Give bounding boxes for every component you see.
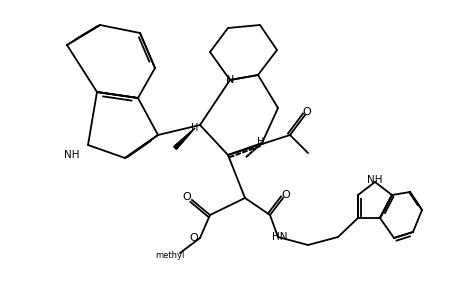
Text: NH: NH bbox=[64, 150, 79, 160]
Text: O: O bbox=[182, 192, 191, 202]
Text: N: N bbox=[225, 75, 234, 85]
Text: O: O bbox=[281, 190, 290, 200]
Text: H: H bbox=[191, 123, 198, 133]
Text: H: H bbox=[257, 137, 264, 147]
Polygon shape bbox=[173, 128, 195, 149]
Text: methyl: methyl bbox=[155, 250, 184, 260]
Text: O: O bbox=[302, 107, 311, 117]
Text: O: O bbox=[189, 233, 198, 243]
Text: HN: HN bbox=[272, 232, 287, 242]
Text: NH: NH bbox=[366, 175, 382, 185]
